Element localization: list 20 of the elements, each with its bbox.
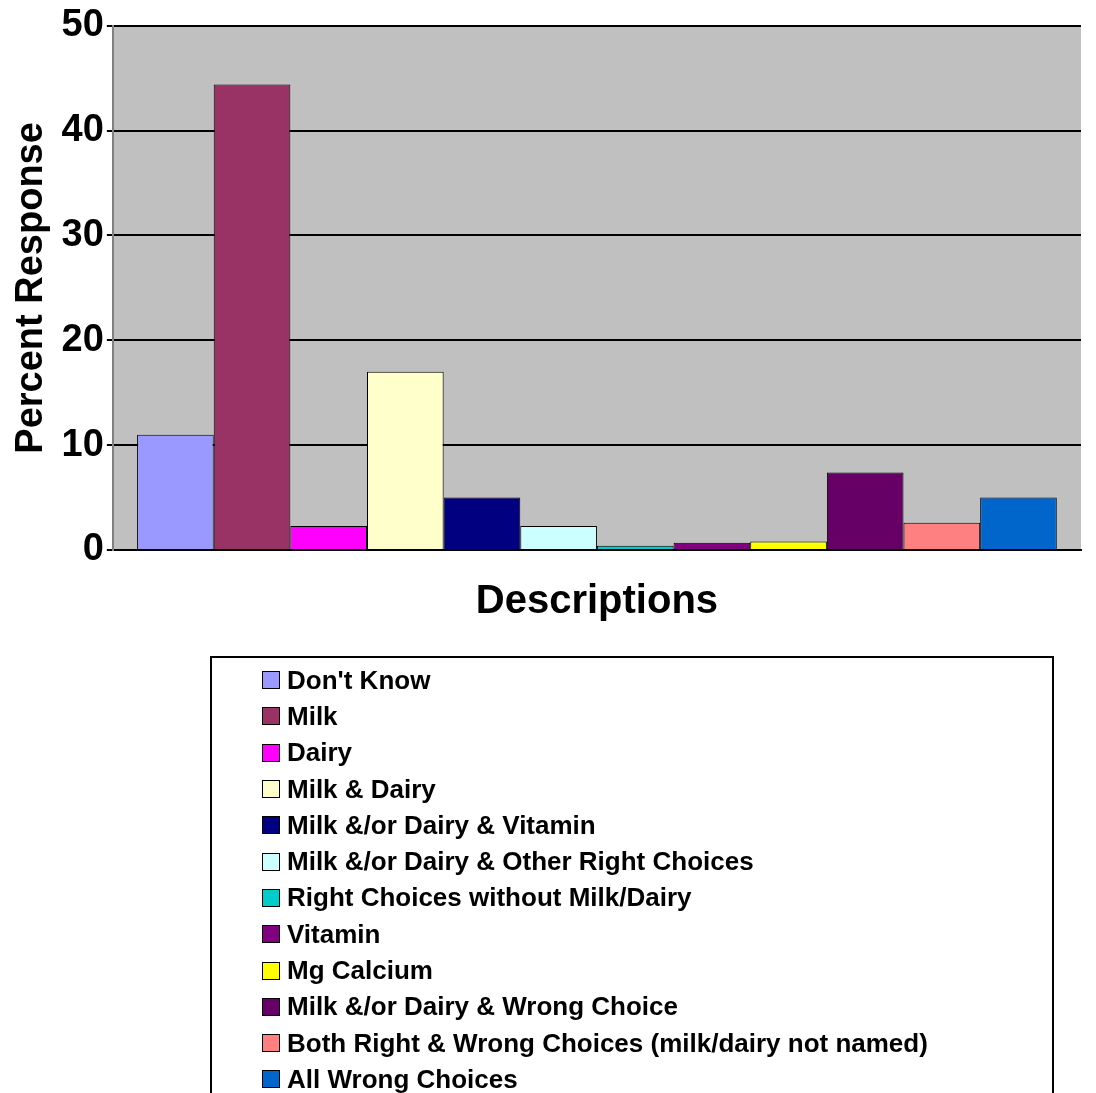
legend-label: Dairy [287, 737, 353, 769]
legend-label: Both Right & Wrong Choices (milk/dairy not named) [287, 1027, 928, 1059]
legend-label: Right Choices without Milk/Dairy [287, 882, 692, 914]
legend-label: Milk & Dairy [287, 773, 436, 805]
legend-label: Milk &/or Dairy & Vitamin [287, 809, 596, 841]
y-tick-label: 10 [61, 421, 104, 464]
x-axis-title: Descriptions [475, 577, 719, 622]
y-axis-title: Percent Response [8, 122, 51, 454]
legend-label: All Wrong Choices [287, 1063, 518, 1093]
legend-label: Don't Know [287, 664, 431, 696]
legend-label: Mg Calcium [287, 955, 433, 987]
y-tick-label: 50 [61, 2, 104, 45]
y-tick-label: 40 [61, 107, 104, 150]
y-tick-label: 0 [82, 526, 104, 569]
y-tick-label: 30 [61, 211, 104, 254]
legend-label: Vitamin [287, 918, 381, 950]
legend-label: Milk &/or Dairy & Wrong Choice [287, 991, 679, 1023]
y-tick-label: 20 [61, 316, 104, 359]
legend-label: Milk [287, 700, 338, 732]
legend-label: Milk &/or Dairy & Other Right Choices [287, 846, 754, 878]
